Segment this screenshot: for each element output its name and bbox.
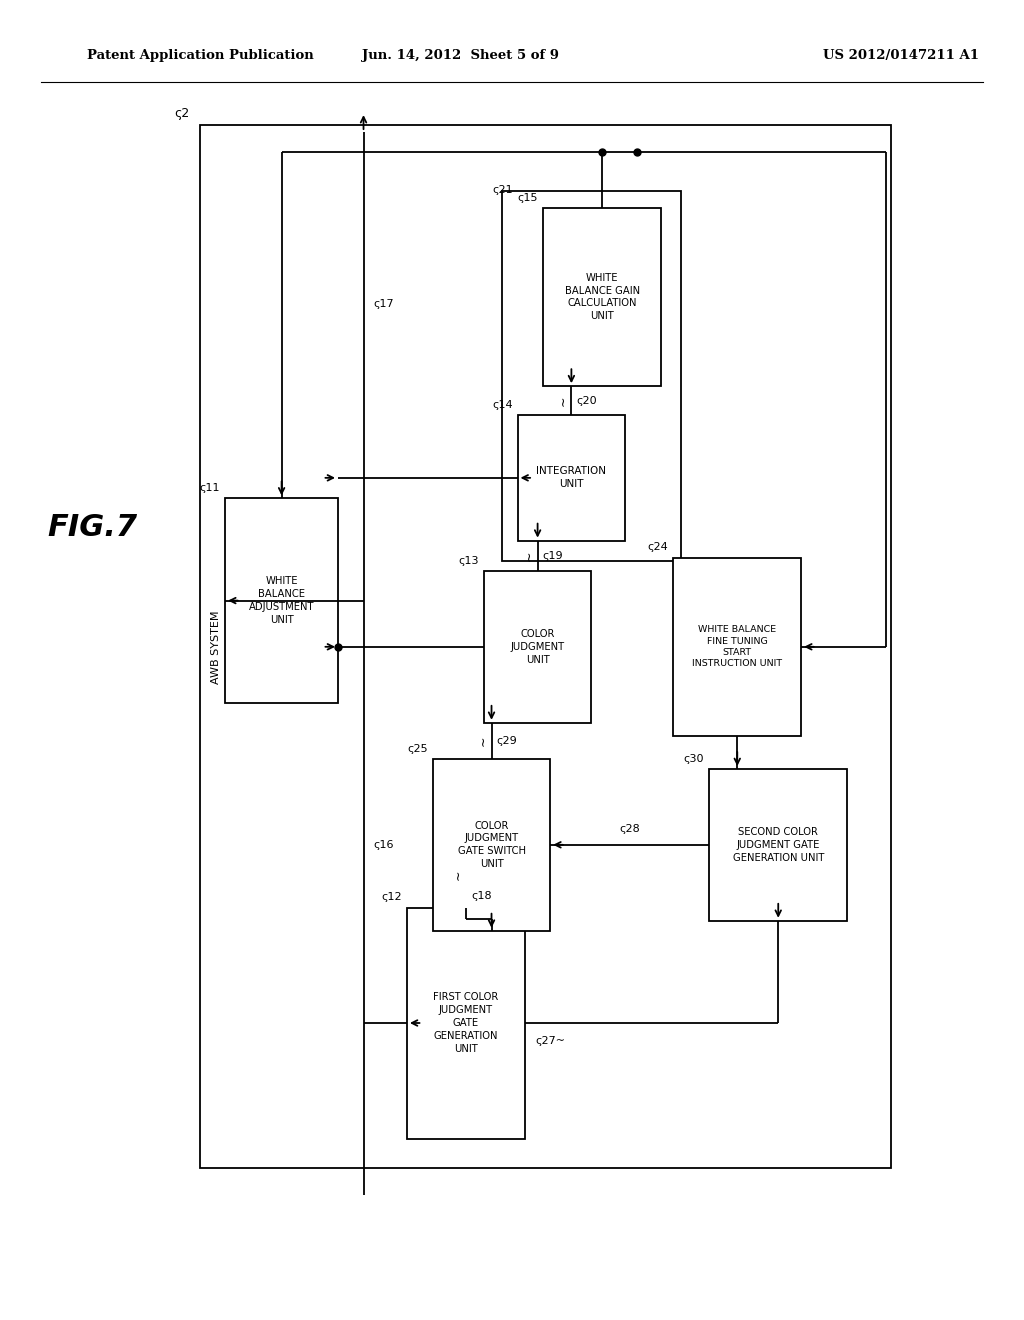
Text: ς17: ς17 — [374, 298, 394, 309]
Bar — [518, 414, 625, 541]
Text: SECOND COLOR
JUDGMENT GATE
GENERATION UNIT: SECOND COLOR JUDGMENT GATE GENERATION UN… — [732, 828, 824, 862]
Text: ς19: ς19 — [543, 550, 563, 561]
Bar — [225, 498, 338, 702]
Text: FIG.7: FIG.7 — [47, 513, 137, 543]
Text: ς14: ς14 — [492, 400, 513, 409]
Text: ς21: ς21 — [492, 185, 513, 195]
Bar — [408, 908, 525, 1138]
Text: ς20: ς20 — [577, 396, 597, 405]
Bar — [502, 191, 681, 561]
Text: ς28: ς28 — [620, 824, 640, 834]
Text: US 2012/0147211 A1: US 2012/0147211 A1 — [823, 49, 979, 62]
Text: ς11: ς11 — [200, 483, 220, 492]
Text: ς30: ς30 — [683, 754, 705, 763]
Text: ς15: ς15 — [517, 193, 539, 202]
Text: INTEGRATION
UNIT: INTEGRATION UNIT — [537, 466, 606, 490]
Text: ∼: ∼ — [557, 396, 569, 405]
Text: Jun. 14, 2012  Sheet 5 of 9: Jun. 14, 2012 Sheet 5 of 9 — [362, 49, 559, 62]
Text: ς27~: ς27~ — [536, 1036, 565, 1047]
Text: COLOR
JUDGMENT
GATE SWITCH
UNIT: COLOR JUDGMENT GATE SWITCH UNIT — [458, 821, 525, 869]
Text: Patent Application Publication: Patent Application Publication — [87, 49, 313, 62]
Text: WHITE
BALANCE
ADJUSTMENT
UNIT: WHITE BALANCE ADJUSTMENT UNIT — [249, 577, 314, 624]
Text: FIRST COLOR
JUDGMENT
GATE
GENERATION
UNIT: FIRST COLOR JUDGMENT GATE GENERATION UNI… — [433, 993, 499, 1053]
Text: ς18: ς18 — [471, 891, 492, 900]
Text: ς25: ς25 — [407, 743, 428, 754]
Bar — [543, 209, 662, 385]
Text: AWB SYSTEM: AWB SYSTEM — [211, 610, 221, 684]
Text: ∼: ∼ — [477, 735, 489, 746]
Text: ς13: ς13 — [458, 556, 479, 565]
Text: ς12: ς12 — [381, 892, 401, 903]
Text: ς29: ς29 — [497, 735, 517, 746]
Text: ς2: ς2 — [174, 107, 189, 120]
Text: WHITE BALANCE
FINE TUNING
START
INSTRUCTION UNIT: WHITE BALANCE FINE TUNING START INSTRUCT… — [692, 626, 782, 668]
Text: COLOR
JUDGMENT
UNIT: COLOR JUDGMENT UNIT — [511, 630, 564, 664]
Bar — [674, 557, 801, 737]
Text: WHITE
BALANCE GAIN
CALCULATION
UNIT: WHITE BALANCE GAIN CALCULATION UNIT — [564, 273, 640, 321]
Bar — [709, 768, 848, 921]
Bar — [484, 570, 592, 722]
Bar — [200, 125, 891, 1168]
Text: ς16: ς16 — [374, 840, 394, 850]
Text: ∼: ∼ — [523, 550, 536, 561]
Bar — [432, 759, 551, 931]
Text: ∼: ∼ — [452, 870, 464, 879]
Text: ς24: ς24 — [647, 543, 668, 552]
